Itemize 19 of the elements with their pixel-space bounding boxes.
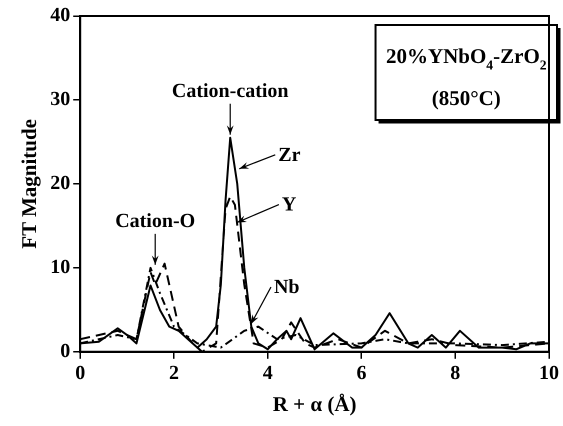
annotation: Cation-O — [115, 210, 196, 232]
y-tick-label: 40 — [50, 4, 70, 26]
y-tick-label: 20 — [50, 172, 70, 194]
x-axis-title: R + α (Å) — [272, 392, 356, 416]
annotation: Zr — [278, 144, 301, 166]
annotation: Y — [282, 194, 297, 216]
y-tick-label: 0 — [60, 340, 70, 362]
annotation: Nb — [274, 276, 300, 298]
y-axis-title: FT Magnitude — [17, 119, 42, 249]
annotation: Cation-cation — [172, 80, 289, 102]
y-tick-label: 10 — [50, 256, 70, 278]
x-tick-label: 4 — [262, 362, 273, 384]
x-tick-label: 2 — [168, 362, 179, 384]
x-tick-label: 6 — [356, 362, 366, 384]
x-tick-label: 10 — [539, 362, 559, 384]
x-tick-label: 8 — [450, 362, 460, 384]
x-tick-label: 0 — [75, 362, 86, 384]
text: (850°C) — [432, 86, 501, 110]
y-tick-label: 30 — [50, 88, 70, 110]
